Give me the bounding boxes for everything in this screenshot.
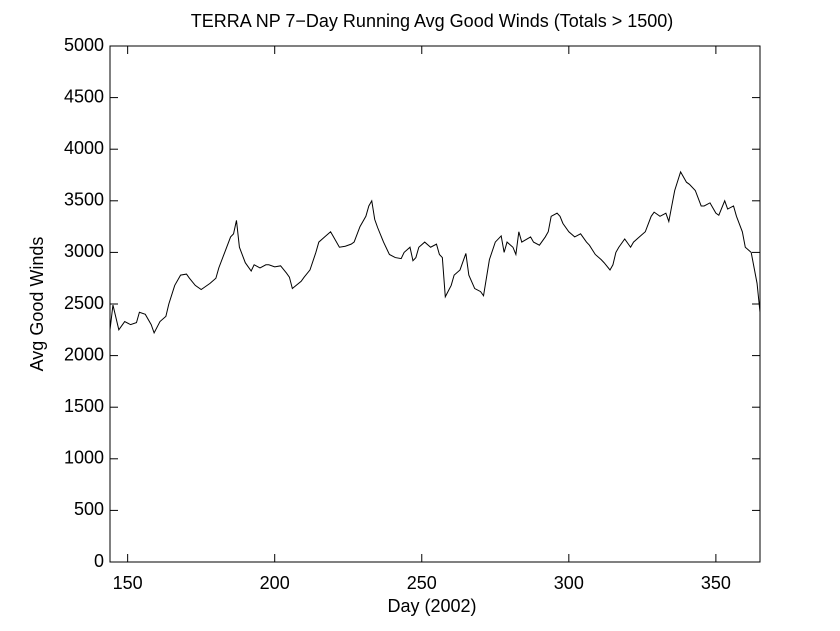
y-tick-label: 1000 — [64, 448, 104, 468]
x-axis-label: Day (2002) — [387, 596, 476, 616]
y-tick-label: 5000 — [64, 35, 104, 55]
y-tick-label: 500 — [74, 499, 104, 519]
y-tick-label: 0 — [94, 551, 104, 571]
data-line — [109, 170, 761, 335]
plot-frame — [109, 45, 761, 563]
y-tick-label: 4500 — [64, 86, 104, 106]
x-tick-label: 150 — [113, 573, 143, 593]
y-tick-label: 3000 — [64, 241, 104, 261]
x-tick-label: 250 — [407, 573, 437, 593]
y-tick-label: 3500 — [64, 190, 104, 210]
x-tick-label: 200 — [260, 573, 290, 593]
y-tick-label: 4000 — [64, 138, 104, 158]
y-tick-label: 2000 — [64, 344, 104, 364]
y-tick-label: 1500 — [64, 396, 104, 416]
y-tick-label: 2500 — [64, 293, 104, 313]
x-tick-label: 350 — [701, 573, 731, 593]
chart-title: TERRA NP 7−Day Running Avg Good Winds (T… — [191, 11, 674, 31]
y-axis-label: Avg Good Winds — [27, 237, 47, 372]
x-tick-label: 300 — [554, 573, 584, 593]
